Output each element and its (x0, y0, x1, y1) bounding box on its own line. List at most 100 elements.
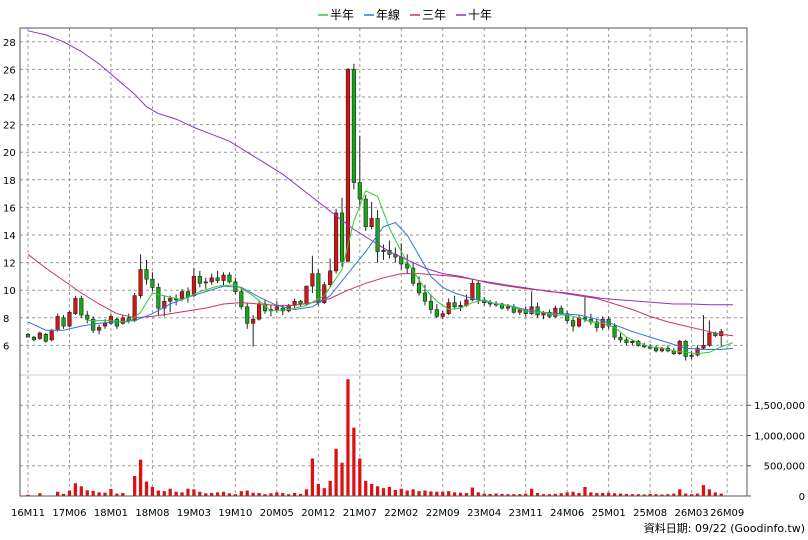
volume-bar (38, 493, 42, 496)
candlestick (304, 285, 309, 306)
candlestick (470, 279, 475, 302)
volume-bar (494, 493, 498, 496)
candlestick (387, 240, 392, 259)
x-tick-label: 20M12 (301, 508, 335, 519)
volume-bar (595, 492, 599, 496)
volume-bar (441, 491, 445, 496)
candle-body-down (339, 212, 345, 262)
volume-bar (654, 494, 658, 496)
candle-body-up (179, 291, 185, 299)
candlestick (351, 63, 356, 190)
candlestick (488, 299, 493, 307)
candle-body-down (351, 69, 356, 183)
candle-body-down (422, 292, 428, 302)
volume-bar (67, 490, 72, 496)
candle-body-down (25, 334, 31, 338)
price-tick-label: 10 (3, 286, 16, 297)
candle-body-up (37, 332, 42, 339)
volume-bar (524, 493, 528, 496)
candle-body-down (618, 336, 623, 341)
volume-bar (381, 488, 386, 496)
candle-body-up (630, 340, 635, 343)
candlestick (624, 337, 629, 346)
candle-body-down (582, 317, 588, 320)
candle-body-up (553, 307, 558, 317)
candlestick (576, 315, 582, 328)
candlestick (612, 323, 617, 340)
candle-body-up (470, 282, 475, 301)
volume-bar (571, 491, 575, 496)
candle-body-down (144, 269, 149, 280)
candle-body-down (411, 267, 416, 284)
volume-bar (476, 492, 480, 496)
candlestick (334, 208, 339, 274)
legend-label: 十年 (468, 8, 492, 22)
price-tick-label: 8 (3, 314, 9, 325)
candle-body-down (624, 339, 629, 343)
candlestick (695, 345, 700, 357)
candle-body-up (310, 273, 315, 287)
candle-body-down (642, 345, 647, 348)
volume-bar (535, 492, 540, 496)
volume-bar (583, 486, 587, 496)
candlestick (440, 310, 445, 320)
volume-bar (713, 492, 717, 496)
volume-bar (227, 493, 232, 496)
x-tick-label: 17M06 (52, 508, 86, 519)
volume-bar (61, 493, 66, 496)
volume-bar (565, 492, 569, 496)
volume-bar (215, 492, 220, 496)
candlestick (405, 254, 410, 274)
volume-bar (304, 489, 309, 496)
grid (20, 28, 747, 496)
candlestick (571, 317, 576, 332)
volume-bar (26, 494, 30, 496)
x-tick-label: 22M09 (426, 508, 460, 519)
volume-bar (180, 492, 184, 496)
x-tick-label: 26M09 (710, 508, 744, 519)
candle-body-down (434, 309, 439, 317)
candlestick (85, 310, 90, 324)
candle-body-down (31, 336, 37, 341)
volume-tick-label: 0 (799, 492, 805, 503)
price-tick-label: 20 (3, 148, 16, 159)
volume-bar (79, 486, 83, 496)
volume-bar (607, 492, 611, 496)
candle-body-down (452, 302, 457, 308)
candle-body-down (298, 300, 303, 305)
candle-body-down (215, 277, 220, 281)
volume-bar (547, 494, 552, 496)
candlestick (97, 324, 102, 335)
volume-bar (470, 487, 475, 496)
candlestick (49, 328, 54, 342)
candlestick (689, 350, 694, 360)
volume-bar (589, 492, 593, 496)
candlestick (446, 298, 451, 316)
volume-bar (138, 459, 143, 496)
candlestick (209, 273, 214, 285)
candlestick (37, 331, 42, 340)
axes: 16M11 17M06 18M01 18M08 19M03 19M10 20M05 20M12… (3, 38, 805, 519)
price-tick-label: 16 (3, 203, 16, 214)
x-tick-label: 23M04 (467, 508, 501, 519)
candlestick (25, 332, 31, 338)
x-tick-label: 16M11 (11, 508, 45, 519)
candlestick (363, 194, 368, 231)
candlestick (582, 297, 588, 322)
volume-bar (423, 490, 427, 496)
volume-bar (55, 491, 60, 496)
candlestick (369, 201, 374, 230)
volume-bar (660, 494, 664, 496)
candlestick (553, 305, 558, 318)
volume-bar (275, 492, 279, 496)
volume-bar (121, 492, 125, 496)
price-tick-label: 12 (3, 259, 16, 270)
candlestick (458, 301, 463, 311)
volume-bar (245, 490, 249, 496)
candle-body-down (150, 278, 155, 288)
x-tick-label: 21M07 (343, 508, 377, 519)
volume-bar (447, 491, 451, 496)
legend-label: 半年 (330, 8, 354, 22)
candle-body-up (304, 285, 309, 305)
